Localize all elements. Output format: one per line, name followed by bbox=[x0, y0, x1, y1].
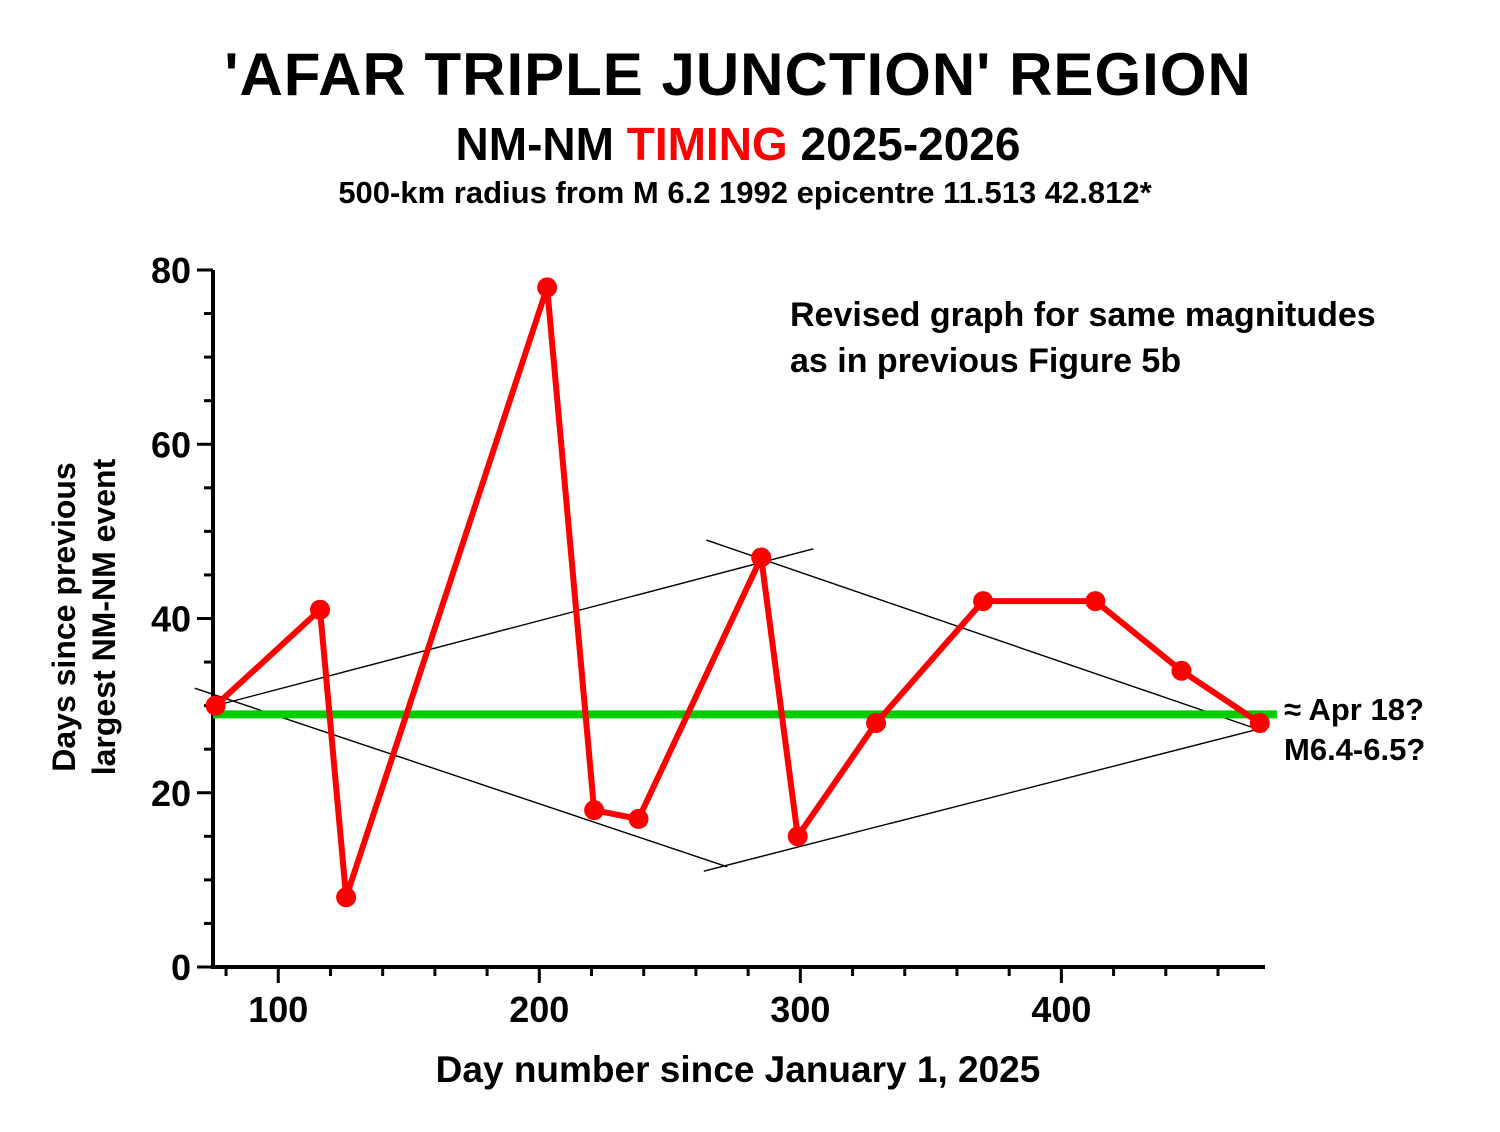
x-tick-label: 400 bbox=[1031, 989, 1091, 1030]
data-point bbox=[310, 599, 331, 620]
chart-subtitle: NM-NM TIMING 2025-2026 bbox=[0, 116, 1476, 172]
y-axis-label: Days since previous largest NM-NM event bbox=[44, 267, 124, 967]
chart-subtitle-detail: 500-km radius from M 6.2 1992 epicentre … bbox=[338, 175, 1152, 210]
y-tick-label: 40 bbox=[151, 599, 191, 640]
revision-note: Revised graph for same magnitudes as in … bbox=[790, 292, 1376, 384]
data-point bbox=[1085, 591, 1106, 612]
chart-title: 'AFAR TRIPLE JUNCTION' REGION bbox=[224, 41, 1252, 108]
subtitle-highlight: TIMING bbox=[626, 118, 788, 170]
data-point bbox=[584, 800, 605, 821]
y-axis-label-line-1: Days since previous bbox=[46, 462, 82, 772]
x-tick-label: 100 bbox=[248, 989, 308, 1030]
trend-line-4 bbox=[703, 726, 1266, 872]
data-point bbox=[537, 277, 558, 298]
data-point bbox=[751, 547, 772, 568]
data-point bbox=[787, 826, 808, 847]
forecast-note: ≈ Apr 18? M6.4-6.5? bbox=[1284, 690, 1425, 770]
data-point bbox=[866, 713, 887, 734]
y-tick-label: 80 bbox=[151, 250, 191, 291]
y-axis-label-line-2: largest NM-NM event bbox=[86, 458, 122, 776]
forecast-date: ≈ Apr 18? bbox=[1284, 692, 1424, 727]
data-point bbox=[1171, 660, 1192, 681]
data-point bbox=[628, 808, 649, 829]
revision-note-line-2: as in previous Figure 5b bbox=[790, 342, 1182, 380]
x-tick-label: 200 bbox=[509, 989, 569, 1030]
data-point bbox=[1249, 713, 1270, 734]
x-tick-label: 300 bbox=[770, 989, 830, 1030]
y-tick-label: 20 bbox=[151, 773, 191, 814]
y-tick-label: 60 bbox=[151, 424, 191, 465]
revision-note-line-1: Revised graph for same magnitudes bbox=[790, 296, 1376, 334]
data-point bbox=[336, 887, 357, 908]
x-axis-label: Day number since January 1, 2025 bbox=[435, 1049, 1041, 1090]
data-point bbox=[205, 695, 226, 716]
trend-line-2 bbox=[706, 539, 1266, 733]
subtitle-prefix: NM-NM bbox=[455, 118, 614, 170]
subtitle-suffix: 2025-2026 bbox=[800, 118, 1021, 170]
trend-line-1 bbox=[215, 548, 814, 707]
forecast-magnitude: M6.4-6.5? bbox=[1284, 732, 1426, 767]
data-point bbox=[973, 591, 994, 612]
y-tick-label: 0 bbox=[171, 947, 191, 988]
